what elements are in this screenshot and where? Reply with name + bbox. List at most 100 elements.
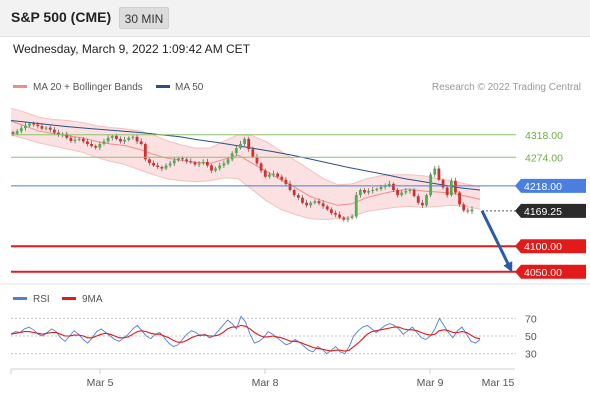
candle-body xyxy=(230,153,234,160)
candle-body xyxy=(172,160,176,164)
candle-body xyxy=(197,163,201,165)
candle-body xyxy=(48,127,52,130)
time-tick-label: Mar 15 xyxy=(482,377,515,389)
chart-header: S&P 500 (CME) 30 MIN xyxy=(0,0,590,37)
candle-body xyxy=(247,138,251,150)
rsi-legend-item-rsi: RSI xyxy=(33,294,50,305)
candle-body xyxy=(218,165,222,169)
candle-body xyxy=(69,137,73,141)
candle-body xyxy=(272,173,275,175)
candle-body xyxy=(86,141,89,144)
legend-swatch-ma50 xyxy=(156,85,170,88)
timeframe-button[interactable]: 30 MIN xyxy=(119,7,169,29)
candle-body xyxy=(441,179,445,188)
candle-body xyxy=(52,129,56,133)
candle-body xyxy=(44,127,48,129)
candle-body xyxy=(408,190,412,192)
candle-body xyxy=(305,202,308,206)
rsi-legend-swatch-9ma xyxy=(62,297,76,300)
candle-body xyxy=(210,165,213,171)
candle-body xyxy=(239,144,242,149)
candle-body xyxy=(309,202,313,206)
level-tag xyxy=(515,203,586,218)
level-label: 4169.25 xyxy=(524,206,562,218)
candle-body xyxy=(110,135,114,138)
candle-body xyxy=(65,133,69,138)
candle-body xyxy=(263,170,267,177)
time-tick-label: Mar 8 xyxy=(252,377,279,389)
legend-swatch-ma20 xyxy=(13,85,27,88)
candle-body xyxy=(267,174,271,177)
candle-body xyxy=(181,158,184,160)
candle-body xyxy=(466,210,470,212)
candle-body xyxy=(28,123,31,126)
candle-body xyxy=(189,161,193,163)
candle-body xyxy=(131,136,135,138)
candle-body xyxy=(313,201,317,203)
candle-body xyxy=(243,138,246,144)
level-label: 4218.00 xyxy=(524,181,562,193)
candle-body xyxy=(301,197,304,203)
candle-body xyxy=(119,138,122,142)
candle-body xyxy=(429,174,433,196)
candle-body xyxy=(73,139,77,141)
rsi-plot: 70 50 30 xyxy=(10,313,537,361)
candle-body xyxy=(259,163,263,171)
candle-body xyxy=(367,191,371,193)
candle-body xyxy=(251,149,255,157)
time-tick-label: Mar 9 xyxy=(417,377,444,389)
candle-body xyxy=(284,179,288,184)
candle-body xyxy=(226,159,230,164)
candle-body xyxy=(234,148,238,154)
candle-body xyxy=(77,138,81,140)
candle-body xyxy=(177,158,180,161)
rsi-tick-label: 50 xyxy=(525,331,537,343)
candle-body xyxy=(379,186,383,189)
candle-body xyxy=(185,159,189,162)
candle-body xyxy=(102,141,106,144)
candle-body xyxy=(325,206,329,210)
candle-body xyxy=(193,162,197,165)
candle-body xyxy=(288,183,292,190)
chart-datetime: Wednesday, March 9, 2022 1:09:42 AM CET xyxy=(13,42,251,56)
level-label: 4318.00 xyxy=(525,130,563,142)
candle-body xyxy=(392,183,395,190)
candle-body xyxy=(350,216,354,219)
candle-body xyxy=(123,139,127,142)
candle-body xyxy=(449,180,453,196)
candle-body xyxy=(98,144,102,148)
candle-body xyxy=(458,192,461,205)
level-label: 4274.00 xyxy=(525,152,563,164)
candle-body xyxy=(94,146,98,148)
candle-body xyxy=(330,209,333,213)
candle-body xyxy=(152,162,155,166)
candle-body xyxy=(321,203,325,207)
candle-body xyxy=(106,137,110,142)
time-axis: Mar 5 Mar 8 Mar 9 Mar 15 xyxy=(10,369,515,389)
rsi-series-9MA xyxy=(10,324,481,352)
candle-body xyxy=(375,188,379,190)
candle-body xyxy=(57,132,60,135)
candle-body xyxy=(160,167,164,169)
candle-body xyxy=(280,176,284,180)
legend-item-ma50: MA 50 xyxy=(175,82,204,93)
candle-body xyxy=(255,156,259,164)
candle-body xyxy=(32,123,36,125)
rsi-legend-item-9ma: 9MA xyxy=(82,294,103,305)
candle-body xyxy=(90,144,93,147)
candle-body xyxy=(420,202,424,206)
candle-body xyxy=(61,133,65,135)
candle-body xyxy=(445,187,449,196)
bollinger-lower-line xyxy=(10,134,481,221)
candle-body xyxy=(387,183,391,186)
candle-body xyxy=(222,163,226,166)
candle-body xyxy=(404,191,408,193)
rsi-legend-swatch xyxy=(13,297,27,300)
projection-arrow xyxy=(480,210,513,273)
candle-body xyxy=(292,190,296,196)
candle-body xyxy=(425,195,428,206)
candle-body xyxy=(383,185,387,187)
level-tag xyxy=(515,178,586,193)
level-label: 4100.00 xyxy=(524,241,562,253)
candle-body xyxy=(148,159,151,163)
